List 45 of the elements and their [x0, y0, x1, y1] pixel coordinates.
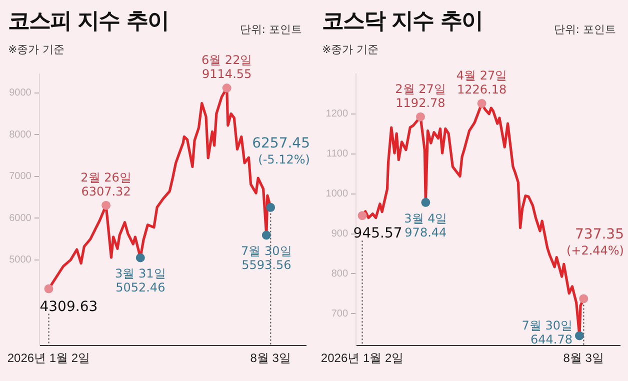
y-tick-label: 1100 [326, 148, 348, 160]
x-tick-label: 8월 3일 [563, 351, 604, 366]
chart-title: 코스피 지수 추이 [8, 8, 168, 36]
y-tick-label: 6000 [9, 212, 32, 224]
chart-subtitle: ※종가 기준 [322, 42, 379, 57]
annotation: 6월 22일 9114.55 [201, 53, 252, 82]
annotation: 3월 4일 978.44 [404, 211, 448, 240]
y-axis-title: 단위: 포인트 [240, 22, 302, 37]
y-tick-label: 900 [331, 228, 348, 240]
point [477, 98, 486, 108]
annotation: 7월 30일 5593.56 [241, 244, 292, 272]
y-tick-label: 7000 [9, 171, 32, 182]
chart-title: 코스닥 지수 추이 [322, 8, 482, 36]
y-tick-label: 1200 [326, 108, 348, 120]
point [222, 84, 232, 93]
annotation: 3월 31일 5052.46 [115, 266, 166, 295]
y-tick-label: 1000 [326, 188, 348, 200]
x-tick-label: 8월 3일 [250, 351, 291, 366]
y-tick-label: 5000 [9, 254, 32, 266]
point [416, 112, 425, 122]
x-tick-label: 2026년 1월 2일 [320, 351, 404, 366]
y-axis-title: 단위: 포인트 [554, 22, 616, 37]
x-tick-label: 2026년 1월 2일 [7, 351, 90, 366]
y-tick-label: 8000 [9, 129, 32, 140]
y-tick-label: 800 [331, 268, 348, 280]
annotation: 2월 26일 6307.32 [80, 170, 132, 198]
point [266, 202, 276, 212]
point [358, 211, 367, 220]
y-tick-label: 9000 [9, 88, 32, 99]
point [102, 200, 111, 210]
point [136, 253, 145, 262]
annotation: 737.35 (+2.44%) [566, 226, 624, 258]
point [44, 284, 54, 294]
point [262, 230, 271, 240]
point [421, 198, 430, 207]
point [579, 294, 588, 304]
chart-subtitle: ※종가 기준 [8, 42, 65, 57]
annotation: 4월 27일 1226.18 [456, 68, 508, 96]
annotation: 2월 27일 1192.78 [395, 82, 446, 110]
annotation: 945.57 [353, 226, 402, 242]
annotation: 6257.45 (-5.12%) [252, 135, 310, 166]
point [574, 331, 584, 340]
y-tick-label: 700 [331, 308, 348, 320]
annotation: 4309.63 [40, 298, 98, 315]
annotation: 7월 30일 644.78 [522, 318, 572, 347]
